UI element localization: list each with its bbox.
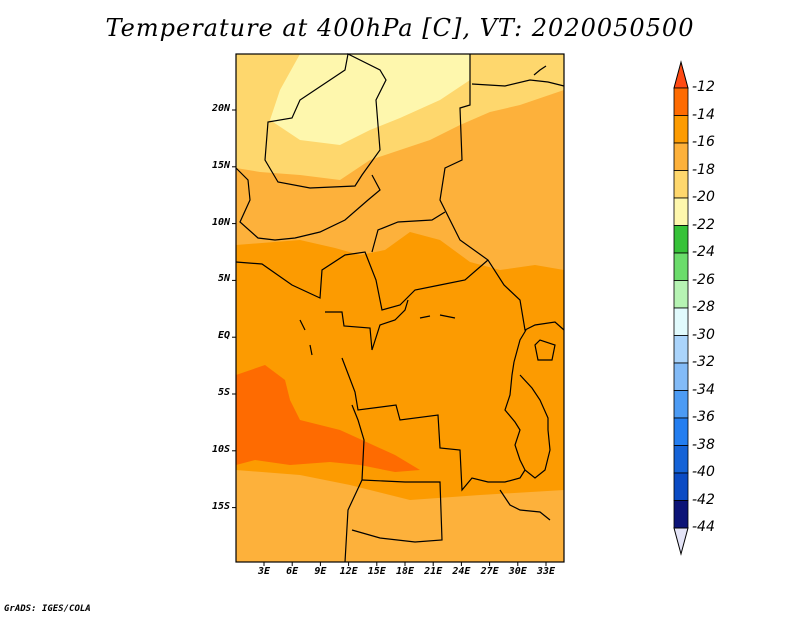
colorbar-low-triangle — [673, 527, 689, 556]
credit-text: GrADS: IGES/COLA — [4, 604, 91, 614]
lon-label: 15E — [367, 566, 386, 577]
colorbar-label: -28 — [692, 299, 715, 315]
colorbar-segment — [673, 115, 689, 144]
lon-label: 27E — [480, 566, 499, 577]
lon-label: 24E — [452, 566, 471, 577]
lon-label: 6E — [286, 566, 299, 577]
colorbar-segment — [673, 307, 689, 336]
lat-label: 5S — [217, 387, 230, 398]
colorbar-segment — [673, 252, 689, 281]
lat-ticks — [232, 109, 236, 509]
lat-label: 15N — [211, 159, 230, 171]
colorbar-segment — [673, 445, 689, 474]
lon-label: 21E — [424, 566, 443, 577]
lat-label: 10S — [211, 443, 230, 455]
colorbar-label: -36 — [692, 409, 715, 425]
colorbar-label: -42 — [692, 491, 715, 508]
colorbar-label: -24 — [692, 244, 715, 260]
colorbar-segment — [673, 197, 689, 226]
lat-label: 15S — [211, 500, 230, 512]
lon-label: 18E — [395, 566, 415, 577]
colorbar-label: -38 — [692, 436, 715, 453]
lat-label: 20N — [211, 103, 230, 114]
lon-label: 12E — [339, 566, 358, 577]
colorbar-segment — [673, 225, 689, 254]
lon-label: 33E — [536, 566, 556, 577]
colorbar-label: -44 — [692, 519, 715, 535]
colorbar-label: -20 — [692, 189, 715, 205]
colorbar-segment — [673, 87, 689, 116]
lat-label: 10N — [211, 216, 230, 228]
field-band-16-south — [236, 470, 564, 562]
colorbar-label: -18 — [692, 161, 715, 178]
field-band-20 — [270, 54, 470, 145]
colorbar-label: -16 — [692, 134, 715, 150]
colorbar-high-triangle — [673, 60, 689, 89]
colorbar-label: -34 — [692, 381, 715, 398]
lon-label: 30E — [508, 566, 527, 577]
colorbar-label: -32 — [692, 354, 715, 370]
lon-label: 9E — [314, 566, 327, 577]
colorbar-segment — [673, 142, 689, 171]
lat-label: EQ — [217, 330, 230, 342]
map-frame — [235, 53, 565, 563]
colorbar-label: -14 — [692, 106, 715, 123]
lon-ticks — [263, 562, 547, 566]
colorbar-segment — [673, 390, 689, 419]
map-title: Temperature at 400hPa [C], VT: 202005050… — [105, 14, 695, 42]
lon-label: 3E — [257, 566, 271, 577]
lat-label: 5N — [217, 273, 230, 285]
colorbar-segment — [673, 500, 689, 529]
colorbar-label: -26 — [692, 271, 715, 288]
colorbar-label: -40 — [692, 464, 715, 480]
colorbar-segment — [673, 335, 689, 364]
colorbar-label: -22 — [692, 216, 715, 233]
colorbar-segment — [673, 417, 689, 446]
colorbar-segment — [673, 362, 689, 391]
colorbar-label: -12 — [692, 79, 715, 95]
colorbar-segment — [673, 472, 689, 501]
country-borders — [235, 53, 565, 563]
field-band-14 — [236, 365, 420, 472]
temperature-field — [236, 54, 564, 562]
colorbar — [673, 60, 689, 556]
colorbar-segment — [673, 280, 689, 309]
colorbar-label: -30 — [692, 326, 715, 343]
colorbar-segment — [673, 170, 689, 199]
